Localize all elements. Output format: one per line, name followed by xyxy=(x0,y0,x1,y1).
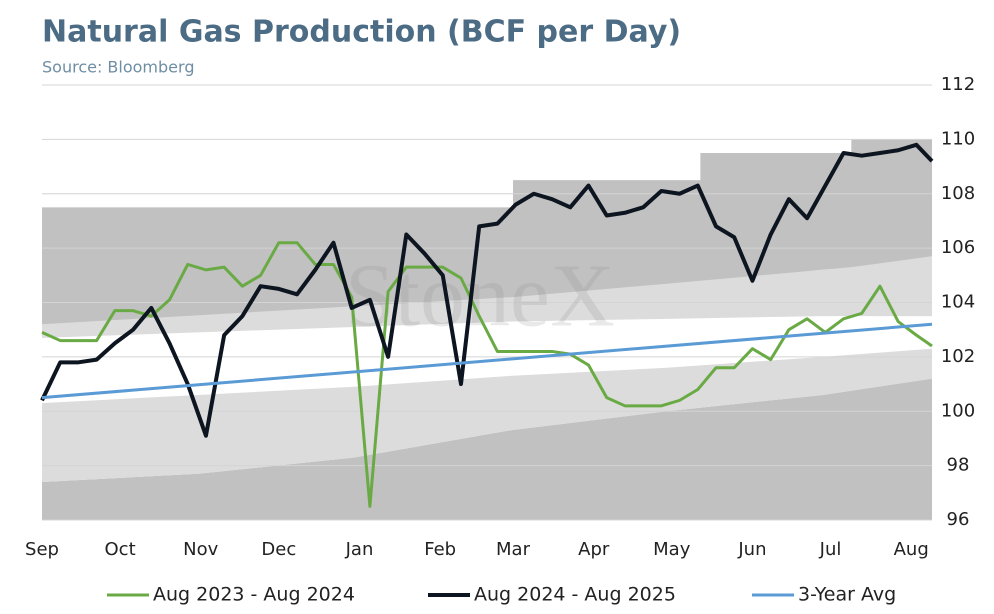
range-band xyxy=(42,348,932,482)
x-tick-label: Sep xyxy=(25,539,59,560)
x-tick-label: Apr xyxy=(578,539,610,560)
x-tick-label: Mar xyxy=(496,539,531,560)
x-tick-label: Jan xyxy=(345,539,374,560)
series-line xyxy=(41,241,933,508)
y-tick-label: 106 xyxy=(941,237,975,258)
y-tick-label: 98 xyxy=(947,455,970,476)
y-tick-label: 110 xyxy=(941,128,975,149)
y-tick-label: 102 xyxy=(941,346,975,367)
series-line xyxy=(41,322,933,400)
x-tick-label: Jun xyxy=(737,539,766,560)
range-band xyxy=(42,139,932,325)
legend-label: Aug 2024 - Aug 2025 xyxy=(474,584,676,606)
legend-label: Aug 2023 - Aug 2024 xyxy=(153,584,355,606)
series-line xyxy=(40,142,934,438)
x-tick-label: Dec xyxy=(261,539,296,560)
y-tick-label: 112 xyxy=(941,74,975,95)
chart-subtitle: Source: Bloomberg xyxy=(42,58,194,77)
x-tick-label: Aug xyxy=(894,539,929,560)
chart-title: Natural Gas Production (BCF per Day) xyxy=(42,15,681,50)
y-tick-label: 104 xyxy=(941,292,975,313)
y-tick-label: 96 xyxy=(947,509,970,530)
x-tick-label: May xyxy=(653,539,691,560)
y-tick-label: 108 xyxy=(941,183,975,204)
legend-label: 3-Year Avg xyxy=(798,584,896,606)
watermark: StoneX xyxy=(345,247,615,346)
x-tick-label: Oct xyxy=(105,539,136,560)
range-band xyxy=(42,378,932,520)
x-tick-label: Nov xyxy=(183,539,218,560)
x-tick-label: Feb xyxy=(424,539,456,560)
x-tick-label: Jul xyxy=(819,539,842,560)
y-tick-label: 100 xyxy=(941,400,975,421)
